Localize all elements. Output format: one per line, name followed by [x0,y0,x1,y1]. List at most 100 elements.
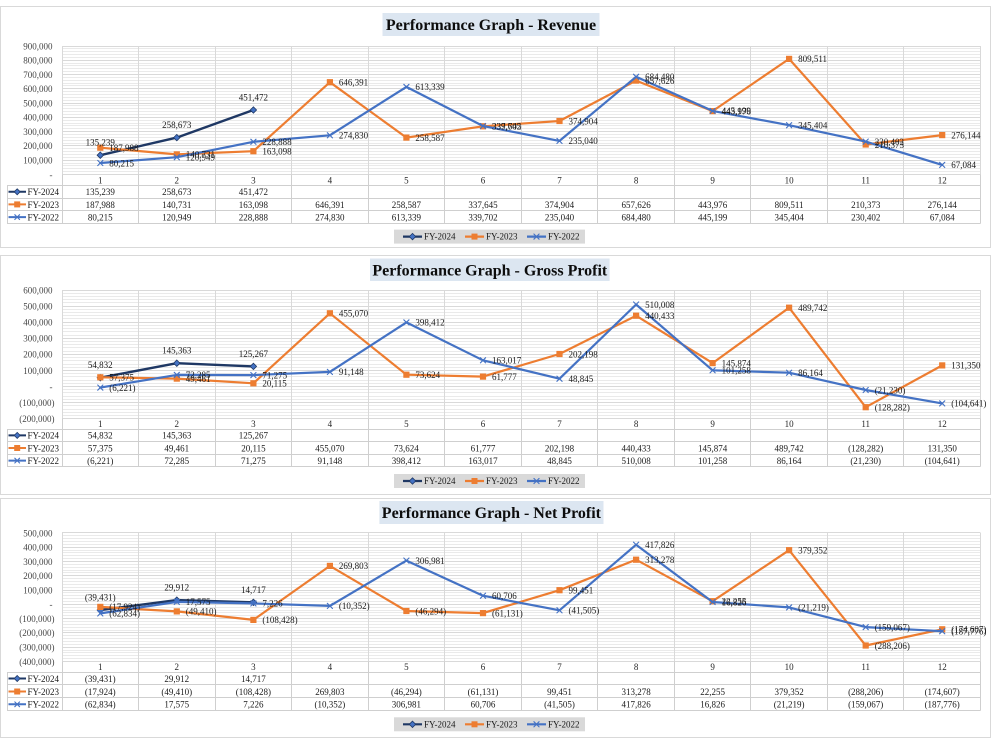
svg-text:99,451: 99,451 [569,586,594,596]
svg-text:16,826: 16,826 [700,700,725,710]
svg-text:(174,607): (174,607) [925,687,960,697]
svg-text:163,098: 163,098 [239,200,269,210]
svg-text:FY-2022: FY-2022 [28,212,60,222]
svg-text:6: 6 [481,662,486,672]
svg-text:7: 7 [557,662,562,672]
svg-text:FY-2023: FY-2023 [28,200,60,210]
svg-text:398,412: 398,412 [392,456,421,466]
svg-text:22,255: 22,255 [722,597,747,607]
svg-text:(49,410): (49,410) [186,607,217,617]
svg-text:489,742: 489,742 [798,303,827,313]
svg-text:57,375: 57,375 [109,373,134,383]
svg-text:(62,834): (62,834) [85,700,116,710]
svg-text:(46,294): (46,294) [415,606,446,616]
svg-text:11: 11 [861,662,870,672]
svg-text:510,008: 510,008 [645,300,675,310]
svg-text:4: 4 [328,175,333,185]
svg-text:684,480: 684,480 [645,72,675,82]
svg-text:657,626: 657,626 [645,76,675,86]
svg-text:646,391: 646,391 [315,200,344,210]
svg-text:29,912: 29,912 [164,674,189,684]
svg-text:(200,000): (200,000) [19,628,54,638]
svg-text:200,000: 200,000 [23,141,53,151]
svg-text:7,226: 7,226 [243,700,264,710]
svg-text:1: 1 [98,419,103,429]
svg-text:61,777: 61,777 [492,372,517,382]
svg-text:800,000: 800,000 [23,56,53,66]
svg-text:809,511: 809,511 [798,54,827,64]
svg-text:187,988: 187,988 [86,200,116,210]
svg-text:200,000: 200,000 [23,350,53,360]
svg-text:8: 8 [634,175,639,185]
svg-text:313,278: 313,278 [621,687,651,697]
svg-text:(200,000): (200,000) [19,414,54,424]
svg-text:600,000: 600,000 [23,285,53,295]
svg-text:(46,294): (46,294) [391,687,422,697]
svg-text:80,215: 80,215 [88,212,113,222]
svg-text:FY-2023: FY-2023 [486,476,518,486]
svg-text:300,000: 300,000 [23,334,53,344]
svg-text:374,904: 374,904 [545,200,575,210]
svg-text:67,084: 67,084 [951,160,976,170]
svg-text:5: 5 [404,419,409,429]
svg-text:228,888: 228,888 [239,212,269,222]
svg-text:258,673: 258,673 [162,120,192,130]
svg-text:FY-2024: FY-2024 [424,719,456,729]
svg-text:646,391: 646,391 [339,78,368,88]
svg-text:500,000: 500,000 [23,528,53,538]
svg-text:379,352: 379,352 [798,546,827,556]
svg-text:230,402: 230,402 [851,212,880,222]
svg-text:Performance Graph - Net Profit: Performance Graph - Net Profit [382,505,602,522]
svg-text:Performance Graph - Gross Prof: Performance Graph - Gross Profit [372,263,608,280]
svg-text:700,000: 700,000 [23,70,53,80]
svg-text:17,575: 17,575 [186,597,211,607]
svg-text:11: 11 [861,419,870,429]
svg-text:(62,834): (62,834) [109,609,140,619]
svg-text:(187,776): (187,776) [925,700,960,710]
svg-text:440,433: 440,433 [645,311,675,321]
svg-text:258,673: 258,673 [162,187,192,197]
svg-text:445,199: 445,199 [698,212,728,222]
svg-text:135,239: 135,239 [86,187,116,197]
svg-text:235,040: 235,040 [569,136,599,146]
svg-text:(128,282): (128,282) [848,443,883,453]
svg-text:10: 10 [785,419,795,429]
svg-text:86,164: 86,164 [777,456,802,466]
svg-text:73,624: 73,624 [415,370,440,380]
svg-text:202,198: 202,198 [545,443,575,453]
svg-text:10: 10 [785,662,795,672]
svg-text:54,832: 54,832 [88,360,113,370]
svg-text:(39,431): (39,431) [85,593,116,603]
svg-text:FY-2023: FY-2023 [486,719,518,729]
svg-text:120,949: 120,949 [186,153,216,163]
svg-text:72,285: 72,285 [164,456,189,466]
svg-text:5: 5 [404,175,409,185]
svg-text:(61,131): (61,131) [492,608,523,618]
svg-text:451,472: 451,472 [239,187,268,197]
svg-text:145,874: 145,874 [698,443,728,453]
svg-text:100,000: 100,000 [23,156,53,166]
svg-text:(288,206): (288,206) [875,641,910,651]
svg-text:258,587: 258,587 [415,133,445,143]
svg-text:(21,230): (21,230) [875,385,906,395]
svg-text:2: 2 [175,419,180,429]
svg-text:300,000: 300,000 [23,557,53,567]
svg-text:600,000: 600,000 [23,84,53,94]
svg-text:86,164: 86,164 [798,368,823,378]
svg-text:FY-2022: FY-2022 [548,232,580,242]
svg-text:276,144: 276,144 [928,200,958,210]
svg-text:(21,219): (21,219) [798,603,829,613]
svg-text:455,070: 455,070 [339,309,369,319]
svg-text:FY-2024: FY-2024 [28,187,60,197]
svg-text:417,826: 417,826 [645,540,675,550]
svg-text:17,575: 17,575 [164,700,189,710]
svg-text:(100,000): (100,000) [19,398,54,408]
svg-text:(128,282): (128,282) [875,403,910,413]
svg-text:99,451: 99,451 [547,687,572,697]
svg-text:100,000: 100,000 [23,585,53,595]
svg-text:306,981: 306,981 [392,700,421,710]
svg-text:2: 2 [175,662,180,672]
svg-text:(104,641): (104,641) [925,456,960,466]
svg-text:9: 9 [710,662,715,672]
svg-text:7,226: 7,226 [262,599,283,609]
